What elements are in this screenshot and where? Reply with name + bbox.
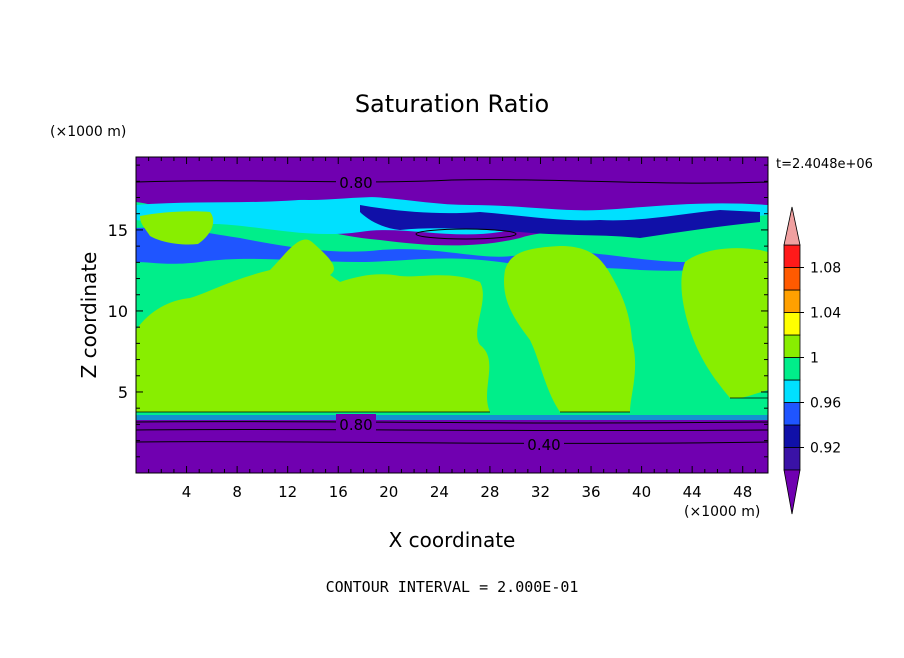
x-tick-label: 12 <box>278 483 297 501</box>
x-tick-label: 8 <box>232 483 242 501</box>
colorbar-segment <box>783 357 801 381</box>
time-label: t=2.4048e+06 <box>776 157 873 172</box>
colorbar-tick-label: 0.96 <box>810 396 841 412</box>
colorbar-segment <box>783 312 801 336</box>
region-purple-top <box>136 157 768 200</box>
x-axis-label: X coordinate <box>389 528 516 552</box>
x-tick-label: 4 <box>182 483 192 501</box>
x-tick-label: 44 <box>683 483 702 501</box>
contour-line-low2 <box>136 441 768 444</box>
colorbar-segment <box>783 267 801 291</box>
y-tick-label: 10 <box>108 302 128 321</box>
colorbar-segment <box>783 402 801 426</box>
x-unit-label: (×1000 m) <box>684 504 760 520</box>
contour-line-top <box>136 179 768 184</box>
colorbar-tick-label: 1 <box>810 351 819 367</box>
contour-ellipse <box>415 228 517 240</box>
x-tick-label: 28 <box>480 483 499 501</box>
colorbar-segment <box>783 334 801 358</box>
x-tick-label: 36 <box>581 483 600 501</box>
colorbar-segment <box>783 379 801 403</box>
contour-line-mid <box>136 421 768 424</box>
contour-label-1: 0.80 <box>339 416 372 434</box>
contour-interval-label: CONTOUR INTERVAL = 2.000E-01 <box>326 578 579 596</box>
y-tick-label: 15 <box>108 221 128 240</box>
contour-field <box>136 157 768 473</box>
region-lime-mid <box>504 246 636 412</box>
contour-line-teal-edge <box>136 397 768 413</box>
chart-title: Saturation Ratio <box>355 90 549 118</box>
region-lime-upper <box>140 211 214 245</box>
contour-labels: 0.80 0.80 0.40 <box>336 172 564 454</box>
colorbar-under-triangle <box>783 469 801 515</box>
colorbar-segment <box>783 289 801 313</box>
contour-label-2: 0.40 <box>527 436 560 454</box>
x-tick-label: 16 <box>329 483 348 501</box>
region-lower-low <box>136 420 768 473</box>
x-tick-label: 32 <box>531 483 550 501</box>
contour-label-0: 0.80 <box>339 174 372 192</box>
colorbar-tick-label: 0.92 <box>810 441 841 457</box>
y-unit-label: (×1000 m) <box>50 124 126 140</box>
colorbar-tick-label: 1.04 <box>810 306 841 322</box>
x-tick-label: 20 <box>379 483 398 501</box>
colorbar-segment <box>783 424 801 448</box>
colorbar-segment <box>783 244 801 268</box>
y-axis-label: Z coordinate <box>77 252 101 379</box>
y-tick-label: 5 <box>118 383 128 402</box>
colorbar-tick-label: 1.08 <box>810 261 841 277</box>
region-lime-left <box>136 239 490 412</box>
region-darkblue-top <box>360 205 760 238</box>
plot-area: 0.80 0.80 0.40 4 8 12 16 20 24 28 32 36 40 44 48510… <box>108 156 769 501</box>
x-tick-label: 48 <box>733 483 752 501</box>
colorbar-over-triangle <box>783 206 801 246</box>
contour-line-low1 <box>136 428 768 432</box>
colorbar-segment <box>783 447 801 471</box>
region-lime-right <box>681 248 768 399</box>
x-tick-label: 24 <box>430 483 449 501</box>
region-lower-edge <box>136 415 768 421</box>
colorbar: 0.92 0.96 1 1.04 1.08 <box>783 206 841 515</box>
x-tick-label: 40 <box>632 483 651 501</box>
